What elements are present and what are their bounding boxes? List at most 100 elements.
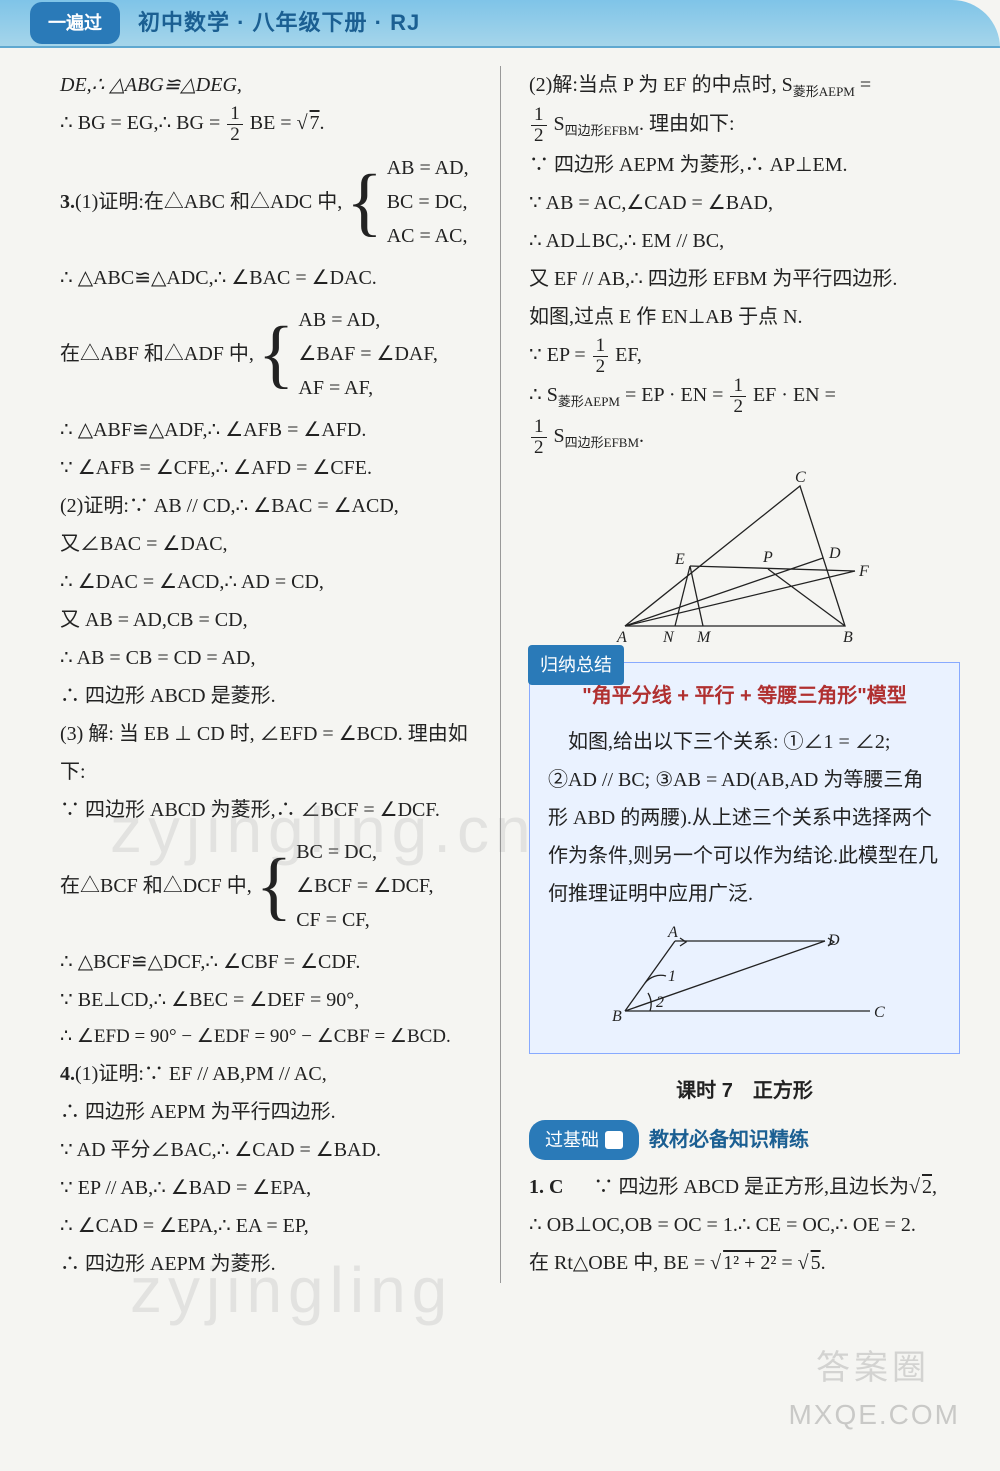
pt-label: B [843,629,853,646]
problem-3-1: 3.(1)证明:在△ABC 和△ADC 中, { AB = AD, BC = D… [60,151,480,253]
pt-label: C [874,1004,885,1021]
text: 过基础 [545,1123,599,1157]
text: 如图,给出以下三个关系: ①∠1 = ∠2; ②AD // BC; ③AB = … [548,731,938,905]
text: S [554,113,565,135]
text: CF = CF, [296,903,433,937]
line: ∵ ∠AFB = ∠CFE,∴ ∠AFD = ∠CFE. [60,449,480,487]
sub: 菱形AEPM [793,84,855,99]
den: 2 [227,125,243,145]
header-title: 初中数学 · 八年级下册 · RJ [138,2,420,44]
line: ∴ 四边形 AEPM 为菱形. [60,1245,480,1283]
line: DE,∴ △ABG≌△DEG, [60,66,480,104]
text: AC = AC, [387,219,469,253]
triangle-diagram-2: A D B C 1 2 [590,921,900,1031]
text: 在△BCF 和△DCF 中, [60,867,252,905]
line: ∵ BE⊥CD,∴ ∠BEC = ∠DEF = 90°, [60,981,480,1019]
label: 3. [60,191,75,213]
angle-label: 1 [668,968,676,985]
text: ∵ EP = [529,344,591,366]
line: ∴ 四边形 AEPM 为平行四边形. [60,1093,480,1131]
pt-label: B [612,1008,622,1025]
brace-icon: { [256,852,292,920]
clipboard-icon [605,1131,623,1149]
angle-label: 2 [656,994,664,1011]
line: ∵ AB = AC,∠CAD = ∠BAD, [529,184,960,222]
line: (3) 解: 当 EB ⊥ CD 时, ∠EFD = ∠BCD. 理由如下: [60,715,480,791]
line: ∴ AB = CB = CD = AD, [60,639,480,677]
text: AF = AF, [298,371,437,405]
num: 1 [593,336,609,357]
line: 在△ABF 和△ADF 中, { AB = AD, ∠BAF = ∠DAF, A… [60,303,480,405]
text: EF · EN = [753,384,836,406]
den: 2 [531,126,547,146]
text: EF, [615,344,642,366]
fraction: 12 [531,105,547,146]
line: ∵ EP // AB,∴ ∠BAD = ∠EPA, [60,1169,480,1207]
text: AB = AD, [387,151,469,185]
text: BC = DC, [296,835,433,869]
fraction: 12 [531,417,547,458]
num: 1 [227,104,243,125]
summary-tag: 归纳总结 [528,645,624,685]
line: ∵ EP = 12 EF, [529,336,960,377]
text: , [932,1176,937,1198]
text: . [821,1252,826,1274]
pt-label: F [858,563,869,580]
sub: 菱形AEPM [558,394,620,409]
summary-box: 归纳总结 "角平分线 + 平行 + 等腰三角形"模型 如图,给出以下三个关系: … [529,662,960,1054]
text: = [855,74,871,96]
text: (1)证明:在△ABC 和△ADC 中, [75,191,342,213]
line: ∴ OB⊥OC,OB = OC = 1.∴ CE = OC,∴ OE = 2. [529,1206,960,1244]
text: . [320,112,325,134]
line: ∴ ∠CAD = ∠EPA,∴ EA = EP, [60,1207,480,1245]
text: ∴ S [529,384,558,406]
line: 12 S四边形EFBM. 理由如下: [529,105,960,146]
pt-label: D [827,932,840,949]
line: ∵ 四边形 AEPM 为菱形,∴ AP⊥EM. [529,146,960,184]
watermark: 答案圈 [816,1336,930,1401]
pt-label: C [795,469,806,486]
line: 如图,过点 E 作 EN⊥AB 于点 N. [529,298,960,336]
text: . [639,425,644,447]
line: ∴ BG = EG,∴ BG = 12 BE = √7. [60,104,480,145]
text: (1)证明:∵ EF // AB,PM // AC, [75,1063,327,1085]
text: 1² + 2² [721,1252,776,1274]
fraction: 12 [227,104,243,145]
lesson-title: 课时 7 正方形 [529,1072,960,1110]
text: ∴ BG = EG,∴ BG = [60,112,225,134]
label: 4. [60,1063,75,1085]
basic-section-header: 过基础 教材必备知识精练 [529,1120,960,1160]
line: (2)证明:∵ AB // CD,∴ ∠BAC = ∠ACD, [60,487,480,525]
fraction: 12 [730,376,746,417]
text: BC = DC, [387,185,469,219]
text: (2)解:当点 P 为 EF 的中点时, S [529,74,793,96]
text: 2 [920,1176,932,1198]
line: 又∠BAC = ∠DAC, [60,525,480,563]
pt-label: P [762,549,773,566]
sub: 四边形EFBM [565,123,639,138]
num: 1 [531,417,547,438]
line: ∴ △ABF≌△ADF,∴ ∠AFB = ∠AFD. [60,411,480,449]
text: = EP · EN = [620,384,728,406]
brace-icon: { [258,320,294,388]
den: 2 [531,438,547,458]
text: 5 [809,1252,821,1274]
summary-body: 如图,给出以下三个关系: ①∠1 = ∠2; ②AD // BC; ③AB = … [548,723,941,913]
text: = √ [776,1252,808,1274]
pt-label: A [667,924,678,941]
watermark: MXQE.COM [788,1388,960,1441]
text: 在 Rt△OBE 中, BE = √ [529,1252,721,1274]
text: 在△ABF 和△ADF 中, [60,335,254,373]
line: ∴ 四边形 ABCD 是菱形. [60,677,480,715]
line: ∴ AD⊥BC,∴ EM // BC, [529,222,960,260]
line: 又 AB = AD,CB = CD, [60,601,480,639]
right-column: (2)解:当点 P 为 EF 的中点时, S菱形AEPM = 12 S四边形EF… [500,66,960,1283]
line: ∴ S菱形AEPM = EP · EN = 12 EF · EN = [529,376,960,417]
pt-label: M [696,629,712,646]
header-badge: 一遍过 [30,2,120,44]
line: (2)解:当点 P 为 EF 的中点时, S菱形AEPM = [529,66,960,105]
text: AB = AD, [298,303,437,337]
line: 又 EF // AB,∴ 四边形 EFBM 为平行四边形. [529,260,960,298]
pt-label: N [662,629,675,646]
line: ∴ ∠EFD = 90° − ∠EDF = 90° − ∠CBF = ∠BCD. [60,1019,480,1055]
